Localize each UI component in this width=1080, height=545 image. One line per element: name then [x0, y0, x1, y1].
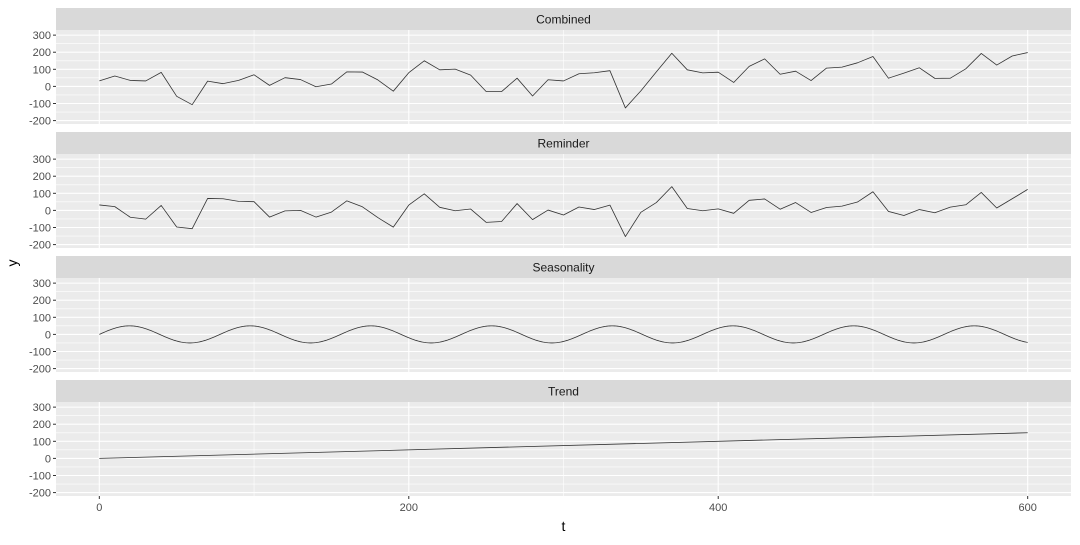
- y-tick-label: 300: [33, 30, 51, 42]
- y-tick-label: 300: [33, 278, 51, 290]
- y-tick-label: -100: [29, 470, 51, 482]
- y-tick-label: 0: [45, 205, 51, 217]
- x-tick-label: 600: [1018, 502, 1036, 514]
- y-tick-label: 0: [45, 81, 51, 93]
- series-line-combined: [99, 52, 1028, 109]
- y-tick-label: -200: [29, 488, 51, 500]
- y-tick-label: -100: [29, 222, 51, 234]
- y-tick-label: -200: [29, 116, 51, 128]
- panel-strip: [56, 256, 1071, 278]
- panel-strip: [56, 8, 1071, 30]
- panel-combined: Combined -200 -100 0 100 200 300: [29, 8, 1071, 128]
- panel-title: Seasonality: [532, 261, 594, 275]
- y-tick-label: 200: [33, 171, 51, 183]
- y-tick-label: 100: [33, 436, 51, 448]
- y-tick-label: 200: [33, 419, 51, 431]
- series-line-seasonality: [99, 325, 1028, 344]
- x-tick-label: 200: [400, 502, 418, 514]
- panel-title: Trend: [548, 385, 579, 399]
- y-tick-label: 0: [45, 329, 51, 341]
- x-tick-label: 0: [96, 502, 102, 514]
- y-tick-label: 200: [33, 47, 51, 59]
- x-axis-label: t: [562, 518, 566, 534]
- x-tick-label: 400: [709, 502, 727, 514]
- y-tick-label: 100: [33, 312, 51, 324]
- panel-strip: [56, 380, 1071, 402]
- y-tick-label: -100: [29, 98, 51, 110]
- y-tick-label: 0: [45, 453, 51, 465]
- panel-seasonality: Seasonality -200 -100 0 100 200 300: [29, 256, 1071, 376]
- y-tick-label: -100: [29, 346, 51, 358]
- y-tick-label: -200: [29, 240, 51, 252]
- y-tick-label: 300: [33, 154, 51, 166]
- panel-title: Reminder: [537, 137, 589, 151]
- series-line-trend: [99, 432, 1028, 459]
- y-tick-label: 200: [33, 295, 51, 307]
- y-tick-label: 300: [33, 402, 51, 414]
- y-tick-label: -200: [29, 364, 51, 376]
- panel-trend: Trend -200 -100 0 100 200 300: [29, 380, 1071, 500]
- y-tick-label: 100: [33, 64, 51, 76]
- panel-title: Combined: [536, 13, 591, 27]
- y-axis-label: y: [4, 260, 20, 267]
- series-line-reminder: [99, 186, 1028, 237]
- panel-reminder: Reminder -200 -100 0 100 200 300: [29, 132, 1071, 252]
- y-tick-label: 100: [33, 188, 51, 200]
- panel-strip: [56, 132, 1071, 154]
